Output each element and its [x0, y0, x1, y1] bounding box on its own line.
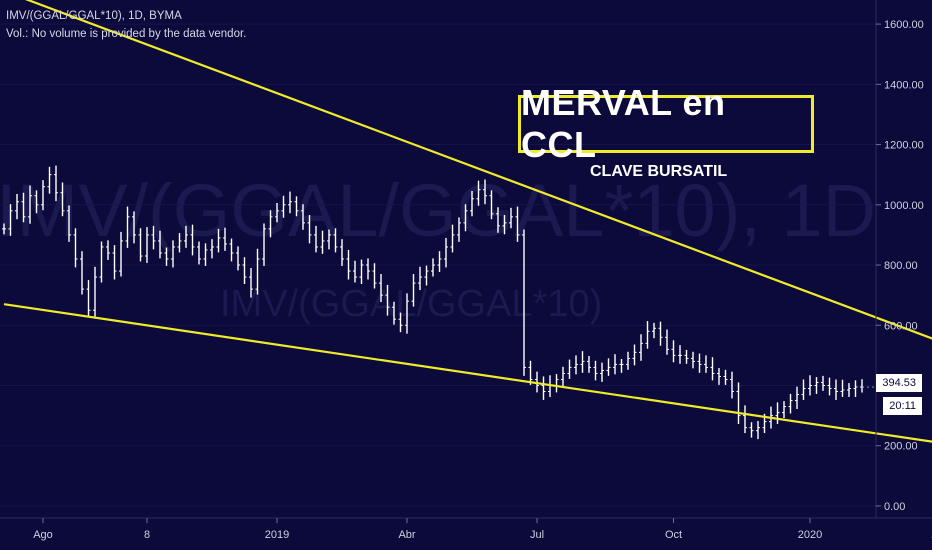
symbol-legend[interactable]: IMV/(GGAL/GGAL*10), 1D, BYMA [6, 10, 182, 22]
y-tick-label: 1400.00 [884, 79, 924, 91]
trendline-upper-resistance[interactable] [4, 0, 932, 410]
y-tick-label: 1000.00 [884, 200, 924, 212]
x-tick-label: 8 [144, 529, 150, 541]
overlay-subtitle: CLAVE BURSATIL [590, 163, 728, 180]
x-tick-label: Ago [33, 529, 53, 541]
x-tick-label: Jul [530, 529, 544, 541]
x-tick-label: 2019 [265, 529, 289, 541]
overlay-title: MERVAL en CCL [521, 82, 726, 165]
grid [0, 23, 876, 507]
y-tick-label: 1600.00 [884, 19, 924, 31]
volume-legend: Vol.: No volume is provided by the data … [6, 28, 247, 40]
y-tick-label: 600.00 [884, 320, 918, 332]
title-overlay-box: MERVAL en CCL [518, 82, 814, 165]
price-bars [2, 165, 876, 440]
x-tick-label: Abr [398, 529, 415, 541]
trendlines[interactable] [3, 0, 932, 470]
trendline-lower-support[interactable] [3, 303, 932, 470]
countdown-tag: 20:11 [883, 397, 922, 415]
last-price-tag: 394.53 [876, 374, 922, 392]
y-tick-label: 1200.00 [884, 140, 924, 152]
y-tick-label: 0.00 [884, 501, 905, 513]
x-tick-label: 2020 [798, 529, 822, 541]
time-axis[interactable]: Ago82019AbrJulOct2020AbrJul [33, 518, 932, 541]
y-tick-label: 200.00 [884, 441, 918, 453]
x-tick-label: Oct [665, 529, 682, 541]
y-tick-label: 800.00 [884, 260, 918, 272]
